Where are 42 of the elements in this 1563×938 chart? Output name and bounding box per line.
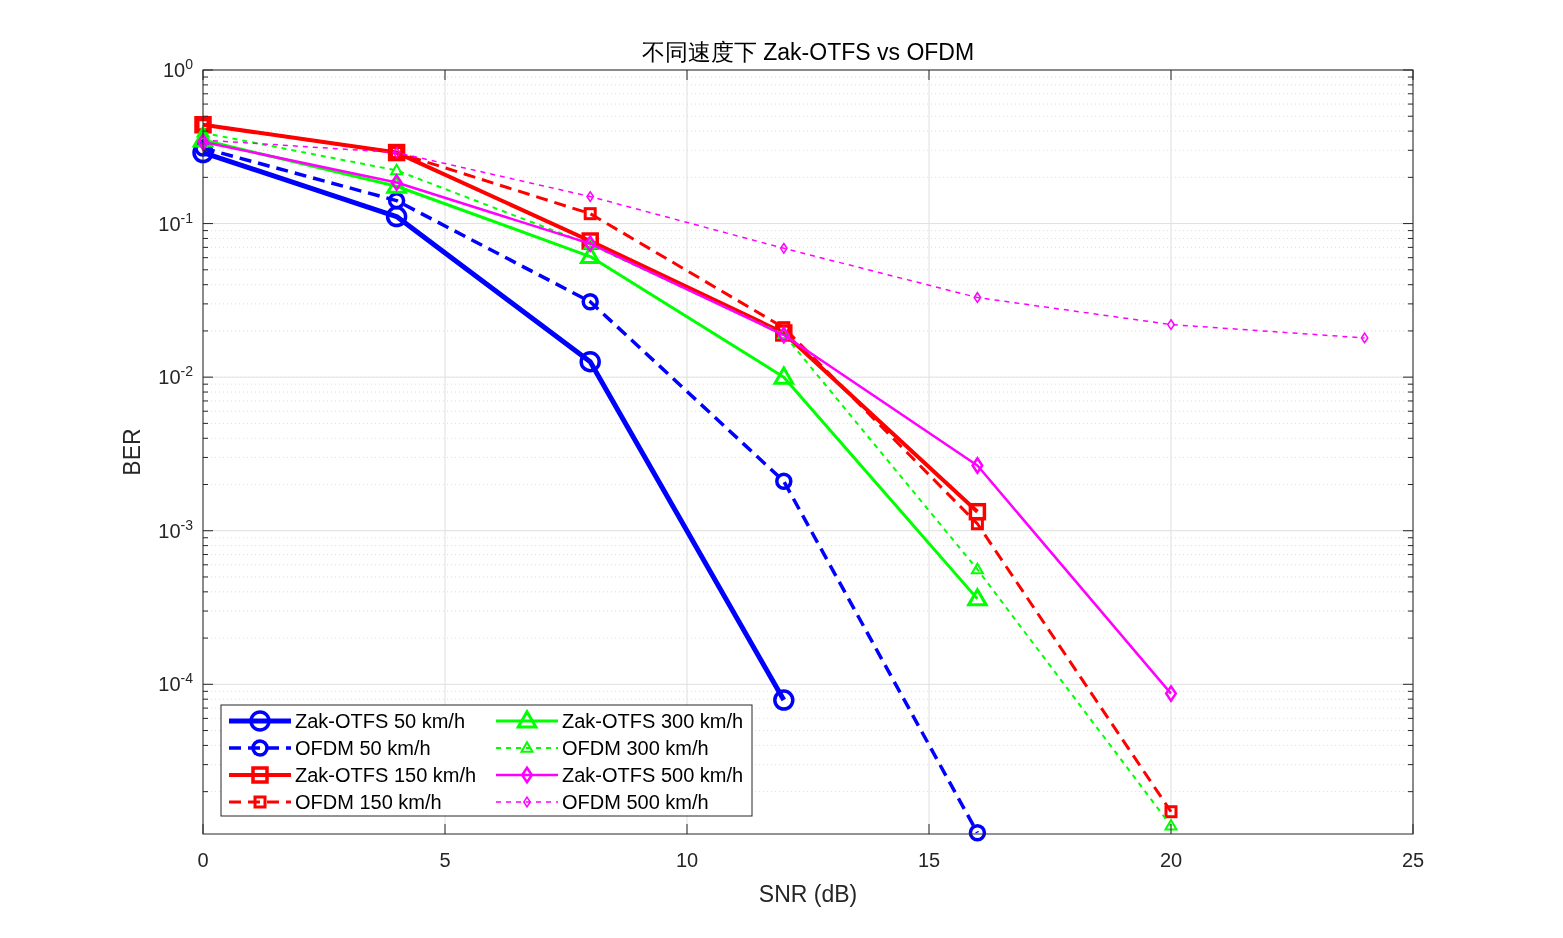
point — [1360, 332, 1369, 344]
y-tick-label: 10$^{0}$ — [162, 56, 194, 81]
point — [773, 366, 795, 385]
point — [583, 207, 597, 221]
y-axis-title: BER — [119, 428, 145, 476]
point — [775, 472, 793, 490]
point — [971, 457, 984, 474]
chart-title: 不同速度下 Zak-OTFS vs OFDM — [641, 39, 975, 65]
x-tick-label: 0 — [197, 849, 209, 871]
point — [968, 824, 987, 842]
x-tick-label: 25 — [1401, 849, 1425, 871]
x-axis-title: SNR (dB) — [758, 881, 858, 907]
x-tick-label: 15 — [917, 849, 941, 871]
point — [581, 292, 599, 311]
legend-label: OFDM 500 km/h — [562, 791, 709, 813]
legend-label: Zak-OTFS 300 km/h — [562, 710, 744, 732]
legend-label: Zak-OTFS 150 km/h — [295, 764, 477, 786]
legend-label: OFDM 150 km/h — [295, 791, 442, 813]
y-tick-label: 10$^{-1}$ — [158, 209, 194, 235]
point — [970, 562, 984, 575]
point — [385, 205, 408, 228]
point — [1164, 805, 1178, 819]
point — [1164, 818, 1178, 831]
legend-label: OFDM 300 km/h — [562, 737, 709, 759]
y-tick-label: 10$^{-2}$ — [158, 363, 194, 389]
legend-label: Zak-OTFS 50 km/h — [295, 710, 466, 732]
point — [390, 163, 404, 176]
legend-label: Zak-OTFS 500 km/h — [562, 764, 744, 786]
point — [390, 174, 403, 191]
legend-label: OFDM 50 km/h — [295, 737, 431, 759]
point — [773, 689, 795, 711]
x-tick-label: 10 — [675, 849, 699, 871]
x-tick-label: 20 — [1159, 849, 1183, 871]
y-tick-label: 10$^{-3}$ — [158, 516, 194, 542]
x-tick-label: 5 — [439, 849, 451, 871]
y-tick-label: 10$^{-4}$ — [158, 670, 194, 696]
point — [387, 191, 406, 210]
point — [579, 350, 601, 373]
point — [968, 502, 987, 521]
point — [779, 242, 788, 254]
point — [1164, 685, 1178, 703]
point — [967, 588, 988, 607]
